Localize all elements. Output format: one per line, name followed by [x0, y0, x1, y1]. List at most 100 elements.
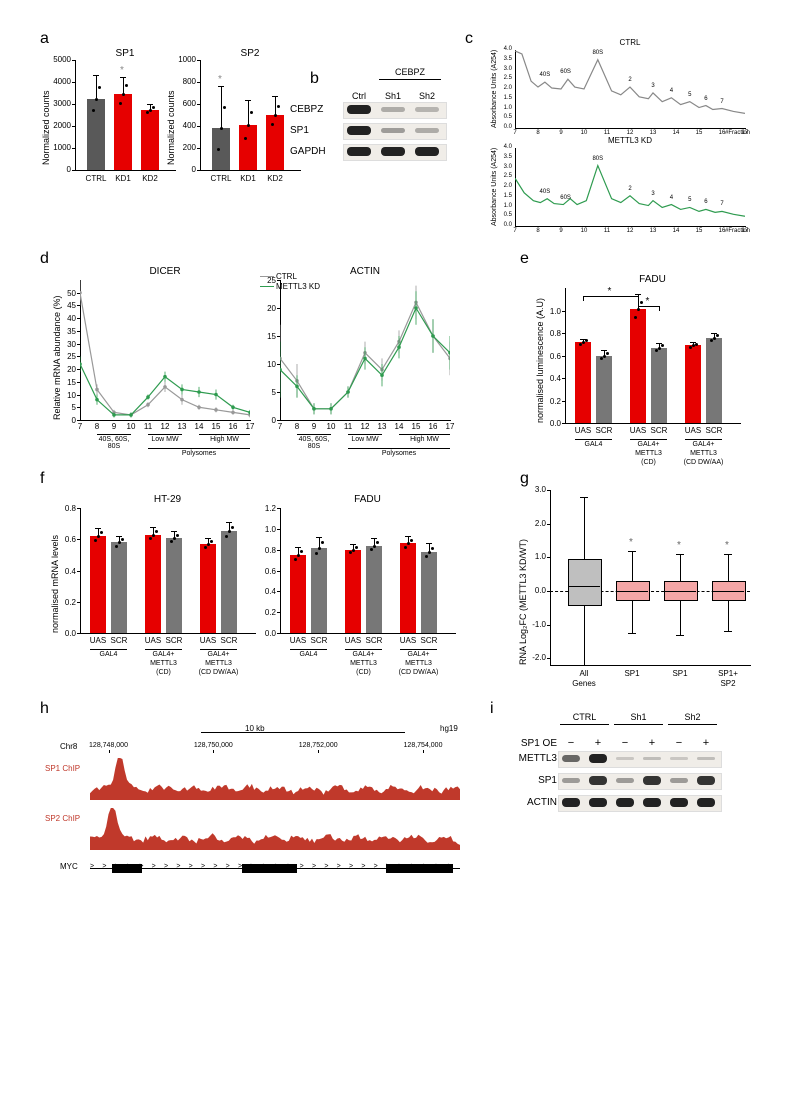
xtick: 15 — [210, 422, 222, 431]
bar — [651, 348, 667, 423]
errorcap — [93, 75, 99, 76]
xtick: 11 — [601, 228, 613, 234]
errorcap — [405, 536, 411, 537]
panel-label-c: c — [465, 30, 473, 48]
data-point — [352, 549, 355, 552]
blot-band — [643, 757, 661, 760]
legend-line — [260, 286, 274, 287]
gene-label: MYC — [60, 862, 78, 871]
data-point — [155, 530, 158, 533]
xtick-sub: SCR — [109, 636, 129, 645]
ytick: 10 — [258, 360, 276, 369]
ytick-mark — [277, 571, 280, 572]
sig-bracket — [638, 296, 639, 301]
arrow: > — [312, 863, 316, 870]
ytick-mark — [197, 60, 200, 61]
blot-band — [697, 776, 715, 784]
data-point — [713, 337, 716, 340]
whisker — [584, 604, 585, 665]
blot-band — [616, 778, 634, 783]
data-point — [149, 109, 152, 112]
peak-label: 80S — [588, 156, 608, 162]
ytick-mark — [277, 612, 280, 613]
xtick: 16 — [427, 422, 439, 431]
cond-value: − — [614, 737, 636, 749]
blot-band — [589, 776, 607, 784]
bar — [141, 110, 159, 171]
x-group-label: Low MW — [148, 436, 182, 443]
blot-band — [697, 757, 715, 760]
arrow: > — [102, 863, 106, 870]
blot-band — [415, 128, 439, 132]
errorcap — [147, 104, 153, 105]
blot-row-label: GAPDH — [290, 146, 342, 157]
xtick-sub: SCR — [649, 426, 669, 435]
group-label: (CD) — [335, 669, 392, 676]
group-label: GAL4+ — [390, 651, 447, 658]
bar — [706, 338, 722, 424]
bar — [596, 356, 612, 424]
data-point — [176, 534, 179, 537]
blot-band — [562, 778, 580, 783]
peak-label: 60S — [556, 195, 576, 201]
errorcap — [218, 86, 224, 87]
blot-band — [381, 107, 405, 111]
xtick-sub: SCR — [309, 636, 329, 645]
coord-tick — [109, 750, 110, 753]
errorcap — [601, 350, 607, 351]
peak-label: 60S — [556, 69, 576, 75]
xtick: 11 — [342, 422, 354, 431]
ytick-mark — [197, 82, 200, 83]
errorbar — [275, 96, 276, 115]
xtick: KD1 — [112, 174, 134, 183]
sig-star: * — [677, 540, 681, 551]
whisker — [680, 599, 681, 634]
xtick: 14 — [193, 422, 205, 431]
ytick: 25 — [258, 276, 276, 285]
panel-a-title: SP1 — [75, 48, 175, 59]
data-point — [152, 534, 155, 537]
xtick: 10 — [325, 422, 337, 431]
ytick-mark — [277, 529, 280, 530]
arrow: > — [213, 863, 217, 870]
xtick: 12 — [359, 422, 371, 431]
blot-band — [415, 107, 439, 111]
ytick-mark — [547, 625, 550, 626]
data-point — [603, 355, 606, 358]
group-label: METTL3 — [135, 660, 192, 667]
blot-band — [643, 776, 661, 784]
xtick: 16 — [227, 422, 239, 431]
xtick: KD1 — [237, 174, 259, 183]
whisker — [584, 497, 585, 559]
blot-band — [670, 757, 688, 760]
ytick-mark — [77, 539, 80, 540]
arrow: > — [226, 863, 230, 870]
blot-band — [415, 147, 439, 156]
xtick: 7 — [274, 422, 286, 431]
ytick-mark — [197, 126, 200, 127]
blot-band — [616, 798, 634, 807]
ytick-mark — [277, 508, 280, 509]
cond-value: + — [641, 737, 663, 749]
median — [712, 591, 744, 592]
chrom-label: Chr8 — [60, 742, 77, 751]
figure-root: abcdefghiSP1010002000300040005000Normali… — [20, 20, 780, 1094]
coord-tick — [423, 750, 424, 753]
errorcap — [95, 528, 101, 529]
xtick: 8 — [291, 422, 303, 431]
xtick: Genes — [563, 679, 605, 688]
ylabel: Normalized counts — [166, 90, 176, 165]
median — [568, 586, 600, 587]
coord: 128,748,000 — [79, 742, 139, 749]
sig-star: * — [646, 296, 650, 307]
arrow: > — [361, 863, 365, 870]
ytick: 0.4 — [256, 587, 276, 596]
group-label: GAL4+ — [190, 651, 247, 658]
sig-star: * — [725, 540, 729, 551]
group-label: (CD) — [135, 669, 192, 676]
bar — [90, 536, 106, 633]
group-label: CEBPZ — [379, 67, 441, 77]
ytick-mark — [197, 148, 200, 149]
blot-band — [381, 128, 405, 133]
errorcap — [245, 100, 251, 101]
